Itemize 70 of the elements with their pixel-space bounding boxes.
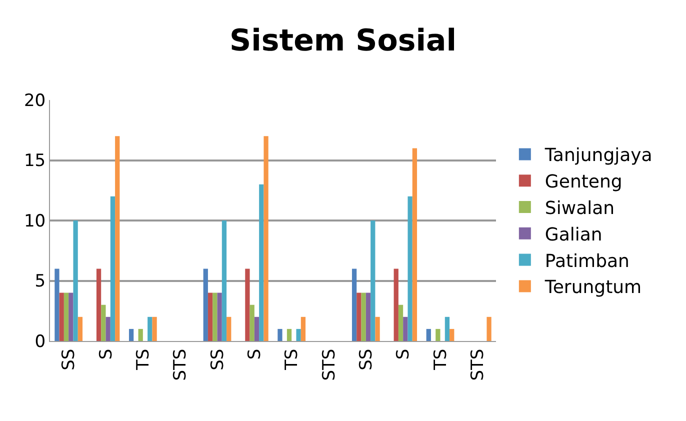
bar	[264, 136, 268, 341]
x-tick-label: STS	[319, 348, 340, 381]
x-tick-label: S	[96, 348, 116, 360]
bar	[96, 268, 102, 341]
bar	[106, 316, 110, 341]
bar	[59, 292, 64, 341]
bar	[68, 292, 74, 341]
bar	[73, 220, 78, 341]
x-tick-label: SS	[356, 348, 376, 370]
bar	[226, 316, 232, 341]
x-tick-label: STS	[468, 348, 488, 381]
legend-label: Siwalan	[544, 198, 615, 220]
bar	[203, 268, 208, 341]
bar	[110, 196, 116, 341]
bar	[426, 328, 431, 341]
bar	[444, 316, 450, 341]
legend-label: Galian	[544, 224, 602, 246]
bar	[412, 148, 418, 341]
bar	[394, 268, 398, 341]
y-tick-label: 5	[34, 272, 46, 292]
bar	[138, 328, 143, 341]
bar	[115, 136, 120, 341]
bar	[436, 328, 440, 341]
bar	[375, 316, 380, 341]
bar	[300, 316, 306, 341]
bar	[101, 304, 106, 341]
x-tick-label: TS	[133, 348, 154, 371]
bar	[148, 316, 152, 341]
x-tick-label: SS	[59, 348, 80, 370]
y-tick-label: 20	[24, 90, 46, 111]
bar	[408, 196, 412, 341]
bar	[361, 292, 366, 341]
bar	[54, 268, 60, 341]
bar	[486, 316, 492, 341]
bar	[259, 184, 264, 341]
bar	[296, 328, 301, 341]
bar	[370, 220, 376, 341]
bar	[152, 316, 157, 341]
bar	[212, 292, 218, 341]
x-tick-label: STS	[170, 348, 191, 381]
bar	[245, 268, 250, 341]
y-tick-label: 10	[24, 211, 46, 232]
bar	[128, 328, 134, 341]
bar	[208, 292, 213, 341]
legend-label: Tanjungjaya	[544, 145, 652, 166]
bar	[450, 328, 454, 341]
bar	[78, 316, 83, 341]
bar	[278, 328, 282, 341]
x-tick-label: TS	[430, 348, 451, 371]
bar	[403, 316, 408, 341]
bar	[250, 304, 254, 341]
bar	[366, 292, 371, 341]
bar	[222, 220, 227, 341]
bar	[254, 316, 260, 341]
x-tick-label: TS	[282, 348, 302, 371]
bar	[217, 292, 222, 341]
bar	[286, 328, 292, 341]
y-tick-label: 0	[34, 332, 46, 352]
bar	[356, 292, 362, 341]
bar	[64, 292, 69, 341]
legend-label: Terungtum	[544, 277, 642, 298]
legend-label: Patimban	[544, 250, 630, 272]
bar	[352, 268, 357, 341]
x-tick-label: S	[394, 348, 414, 360]
legend-label: Genteng	[544, 172, 622, 193]
chart-title: Sistem Sosial	[229, 23, 457, 58]
x-tick-label: S	[244, 348, 265, 360]
y-tick-label: 15	[24, 151, 46, 172]
bar	[398, 304, 404, 341]
x-tick-label: SS	[208, 348, 228, 370]
